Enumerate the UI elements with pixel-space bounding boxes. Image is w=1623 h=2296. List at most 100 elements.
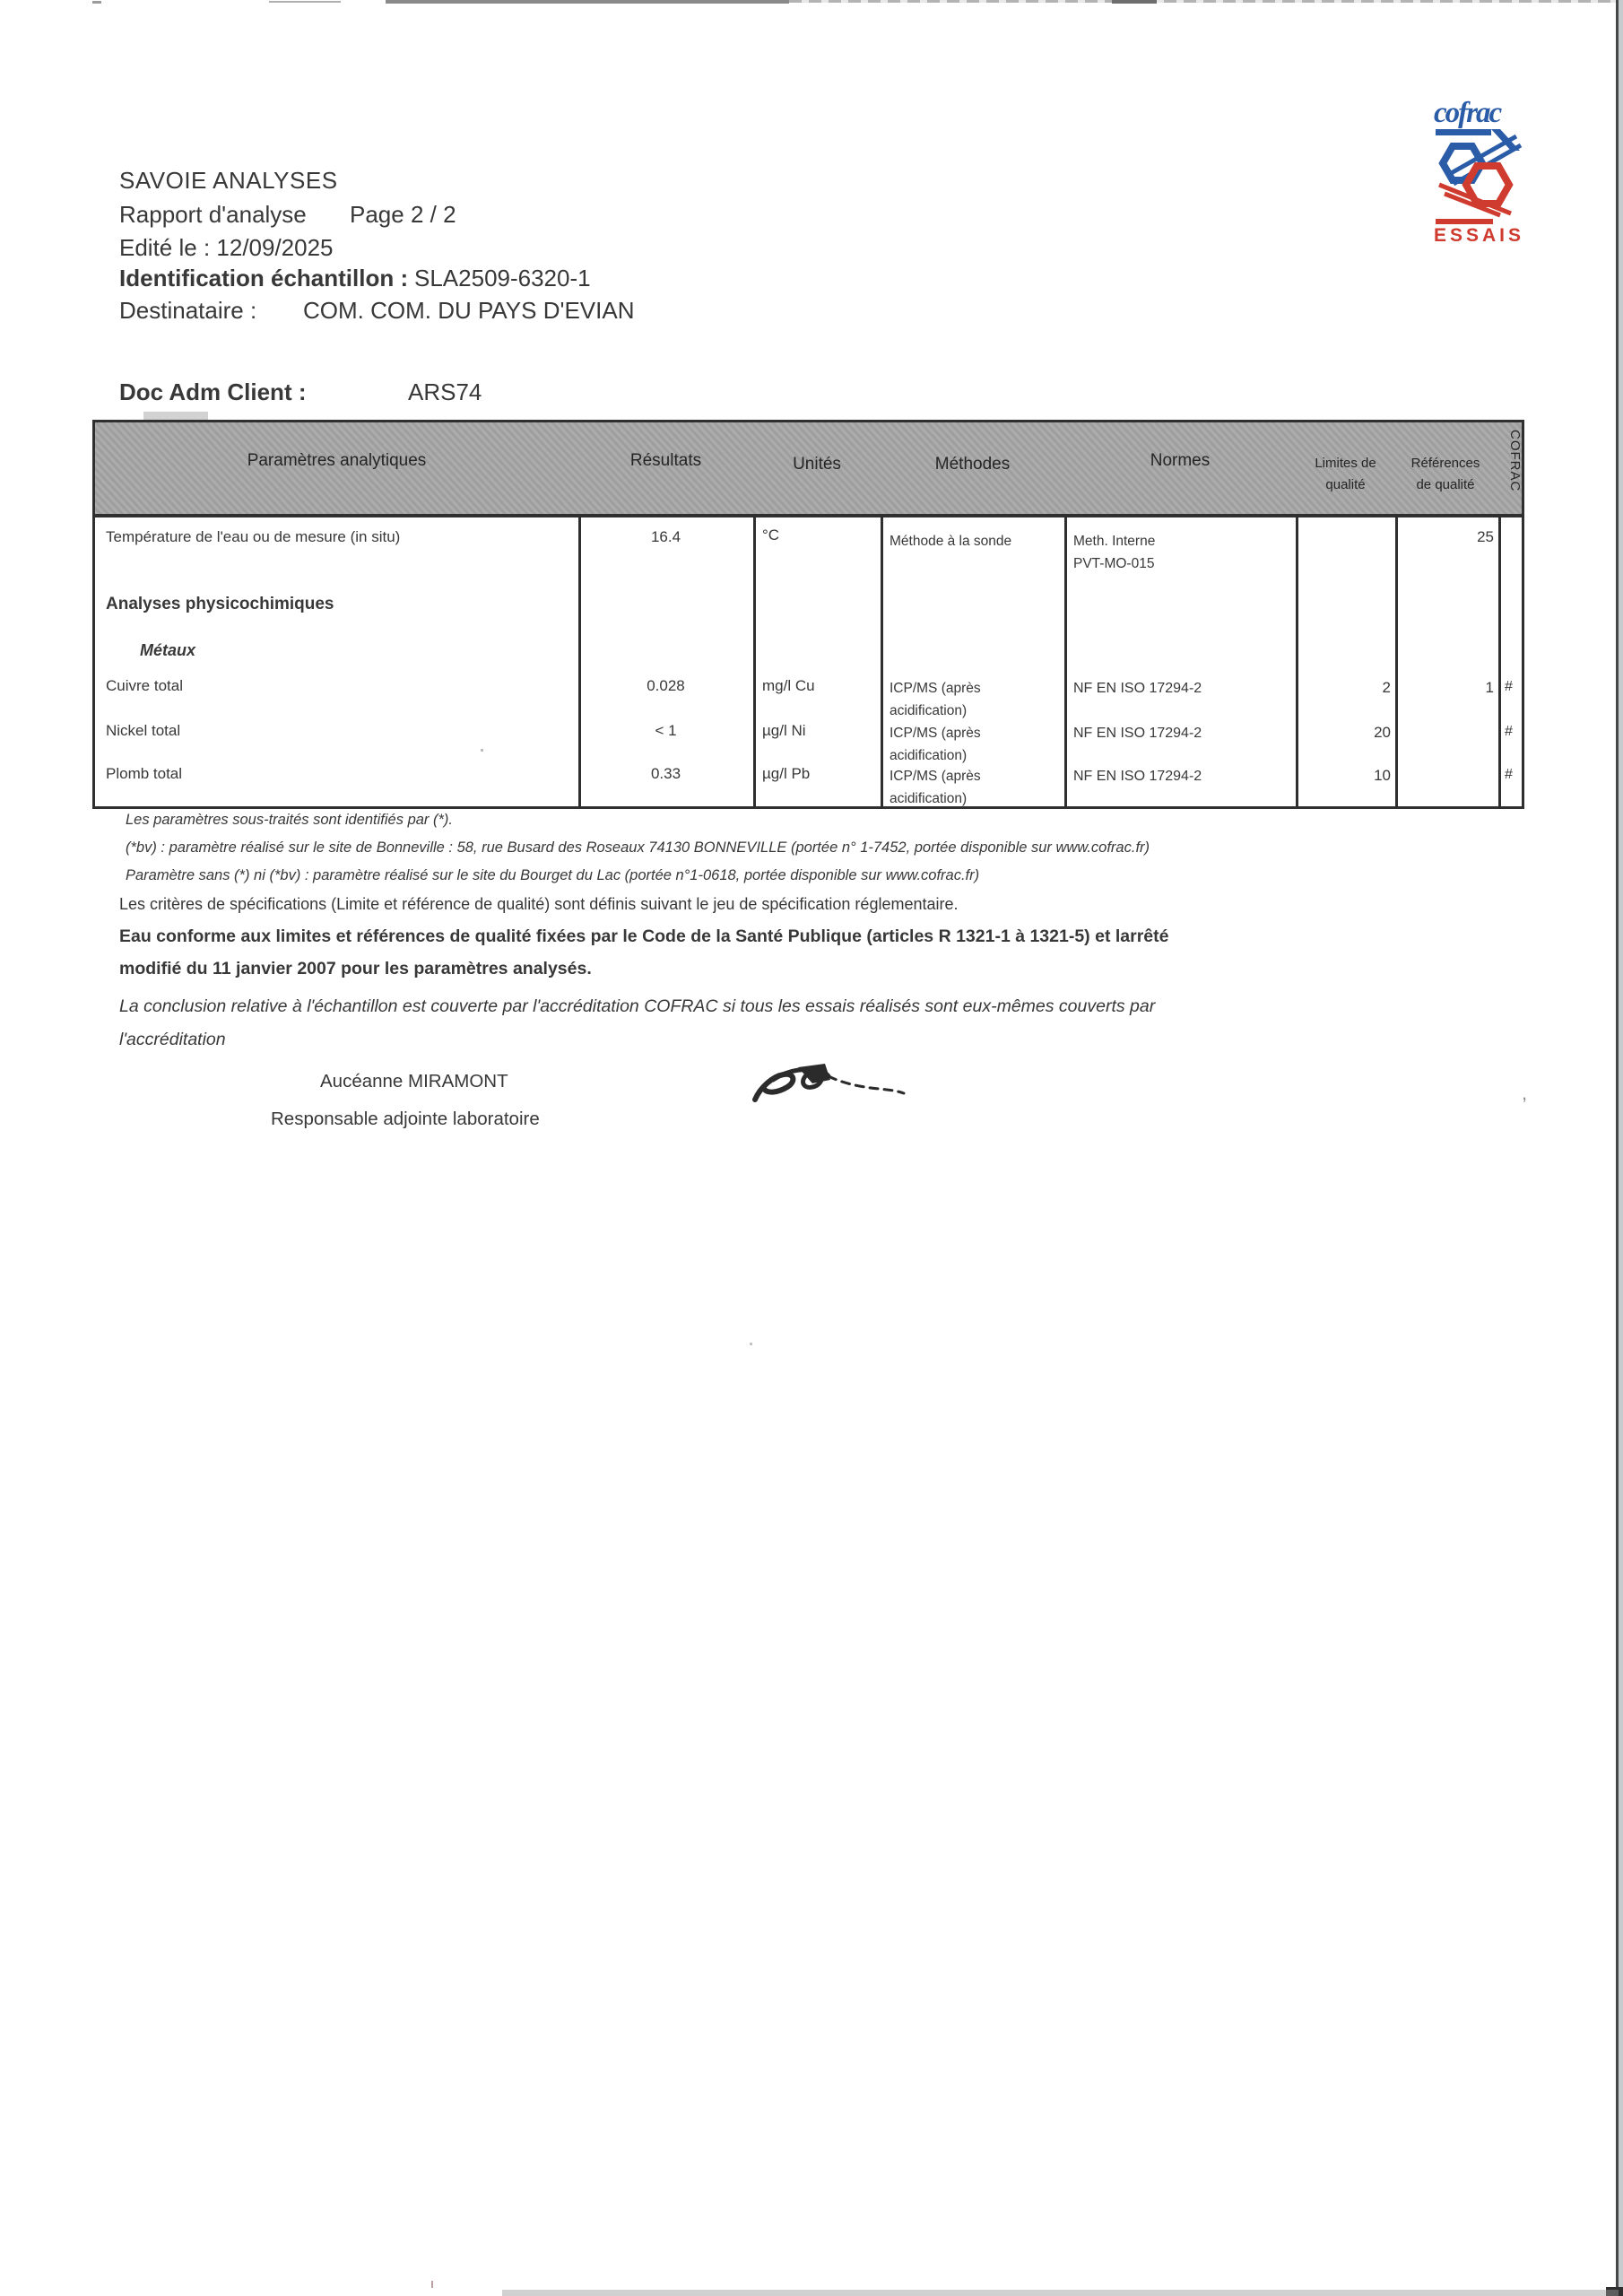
doc-adm-value: ARS74	[408, 378, 482, 405]
param-norm: NF EN ISO 17294-2	[1073, 769, 1202, 784]
param-unit: µg/l Pb	[762, 765, 811, 782]
col-header-normes: Normes	[1150, 451, 1211, 470]
param-method: ICP/MS (après acidification)	[890, 765, 981, 810]
signatory-name: Aucéanne MIRAMONT	[320, 1071, 508, 1091]
param-unit: °C	[762, 526, 780, 544]
conformity-line1: Eau conforme aux limites et références d…	[119, 926, 1169, 946]
table-body: Température de l'eau ou de mesure (in si…	[95, 517, 1522, 809]
param-method-line1: ICP/MS (après	[890, 769, 981, 784]
column-divider	[1395, 517, 1398, 809]
param-unit: mg/l Cu	[762, 677, 815, 694]
edited-date: Edité le : 12/09/2025	[119, 234, 334, 261]
accreditation-conclusion: La conclusion relative à l'échantillon e…	[119, 990, 1155, 1057]
param-cofrac-flag: #	[1505, 767, 1513, 782]
param-norm: NF EN ISO 17294-2	[1073, 726, 1202, 741]
col-header-methodes: Méthodes	[934, 455, 1011, 474]
cofrac-logo-essais: ESSAIS	[1434, 225, 1524, 246]
param-name: Nickel total	[106, 722, 181, 739]
page-indicator: Page 2 / 2	[350, 201, 456, 228]
company-name: SAVOIE ANALYSES	[119, 167, 338, 194]
param-method: ICP/MS (après acidification)	[890, 677, 981, 722]
column-divider	[1498, 517, 1501, 809]
param-limit: 20	[1374, 724, 1391, 741]
param-result: 16.4	[650, 528, 681, 545]
scan-artifact-top-3	[1112, 0, 1157, 4]
signatory-role: Responsable adjointe laboratoire	[271, 1109, 540, 1129]
report-title: Rapport d'analyse	[119, 201, 307, 228]
param-name: Cuivre total	[106, 677, 183, 694]
param-method-line2: acidification)	[890, 748, 968, 763]
conformity-line2: modifié du 11 janvier 2007 pour les para…	[119, 959, 592, 978]
cofrac-logo-graphic: cofrac ESSAIS	[1434, 97, 1524, 246]
scan-artifact-speck-2	[750, 1343, 752, 1345]
scan-artifact-table-step	[143, 412, 208, 420]
scan-artifact-bottom-strip	[502, 2290, 1619, 2296]
conclusion-line1: La conclusion relative à l'échantillon e…	[119, 996, 1156, 1016]
col-header-limites-line1: Limites de	[1315, 456, 1376, 471]
subsection-heading: Métaux	[140, 641, 196, 659]
scan-artifact-speck-3	[481, 749, 483, 752]
col-header-cofrac: COFRAC	[1507, 430, 1523, 492]
specs-criteria-line: Les critères de spécifications (Limite e…	[119, 895, 959, 913]
scan-artifact-right-band	[1619, 0, 1623, 2296]
scan-artifact-top-1	[386, 0, 789, 4]
param-reference: 1	[1485, 679, 1494, 696]
param-norm-line2: PVT-MO-015	[1073, 556, 1155, 571]
conformity-statement: Eau conforme aux limites et références d…	[119, 920, 1168, 985]
param-limit: 2	[1382, 679, 1391, 696]
conclusion-line2: l'accréditation	[119, 1030, 226, 1049]
scan-artifact-top-4	[92, 1, 101, 4]
param-name: Plomb total	[106, 765, 183, 782]
col-header-unites: Unités	[793, 455, 841, 474]
table-header-band: Paramètres analytiques Résultats Unités …	[95, 422, 1523, 517]
col-header-references-line2: de qualité	[1416, 477, 1475, 492]
cofrac-essais-logo: cofrac ESSAIS	[1428, 95, 1529, 246]
param-name: Température de l'eau ou de mesure (in si…	[106, 528, 401, 545]
param-cofrac-flag: #	[1505, 724, 1513, 739]
recipient-value: COM. COM. DU PAYS D'EVIAN	[303, 297, 635, 324]
col-header-limites: Limites de qualité	[1296, 453, 1395, 496]
col-header-references-line1: Références	[1410, 456, 1480, 471]
scan-artifact-bottom-corner	[1606, 2287, 1623, 2296]
param-unit: µg/l Ni	[762, 722, 806, 739]
param-cofrac-flag: #	[1505, 679, 1513, 694]
param-result: 0.33	[650, 765, 681, 782]
footnote-2: (*bv) : paramètre réalisé sur le site de…	[126, 839, 1150, 856]
param-norm-line1: Meth. Interne	[1073, 534, 1156, 549]
doc-adm-label: Doc Adm Client :	[119, 378, 307, 405]
results-table: Paramètres analytiques Résultats Unités …	[92, 420, 1524, 809]
param-norm: Meth. Interne PVT-MO-015	[1073, 530, 1155, 575]
recipient-label: Destinataire :	[119, 297, 257, 324]
param-method-line1: ICP/MS (après	[890, 726, 981, 741]
footnote-3: Paramètre sans (*) ni (*bv) : paramètre …	[126, 867, 980, 883]
col-header-parametres: Paramètres analytiques	[247, 451, 427, 470]
column-divider	[1296, 517, 1298, 809]
param-method-line2: acidification)	[890, 703, 968, 718]
param-method: Méthode à la sonde	[890, 534, 1012, 549]
param-method-line2: acidification)	[890, 791, 968, 806]
cofrac-logo-word: cofrac	[1434, 97, 1502, 129]
column-divider	[753, 517, 756, 809]
col-header-references: Références de qualité	[1395, 453, 1496, 496]
column-divider	[1064, 517, 1067, 809]
footnote-1: Les paramètres sous-traités sont identif…	[126, 812, 453, 828]
param-method: ICP/MS (après acidification)	[890, 722, 981, 767]
column-divider	[578, 517, 581, 809]
param-limit: 10	[1374, 767, 1391, 784]
scan-artifact-speck-1	[431, 2281, 433, 2288]
sample-id-value: SLA2509-6320-1	[414, 265, 591, 291]
param-method-line1: ICP/MS (après	[890, 681, 981, 696]
handwritten-signature	[742, 1060, 931, 1127]
param-result: 0.028	[647, 677, 685, 694]
sample-id-label: Identification échantillon :	[119, 265, 409, 291]
param-norm: NF EN ISO 17294-2	[1073, 681, 1202, 696]
col-header-limites-line2: qualité	[1325, 477, 1366, 492]
column-divider	[881, 517, 883, 809]
section-heading: Analyses physicochimiques	[106, 595, 334, 613]
scan-artifact-comma: ,	[1522, 1082, 1528, 1104]
param-reference: 25	[1477, 528, 1494, 545]
col-header-resultats: Résultats	[629, 451, 702, 470]
scan-artifact-right-line	[1616, 0, 1619, 2296]
param-result: < 1	[655, 722, 677, 739]
